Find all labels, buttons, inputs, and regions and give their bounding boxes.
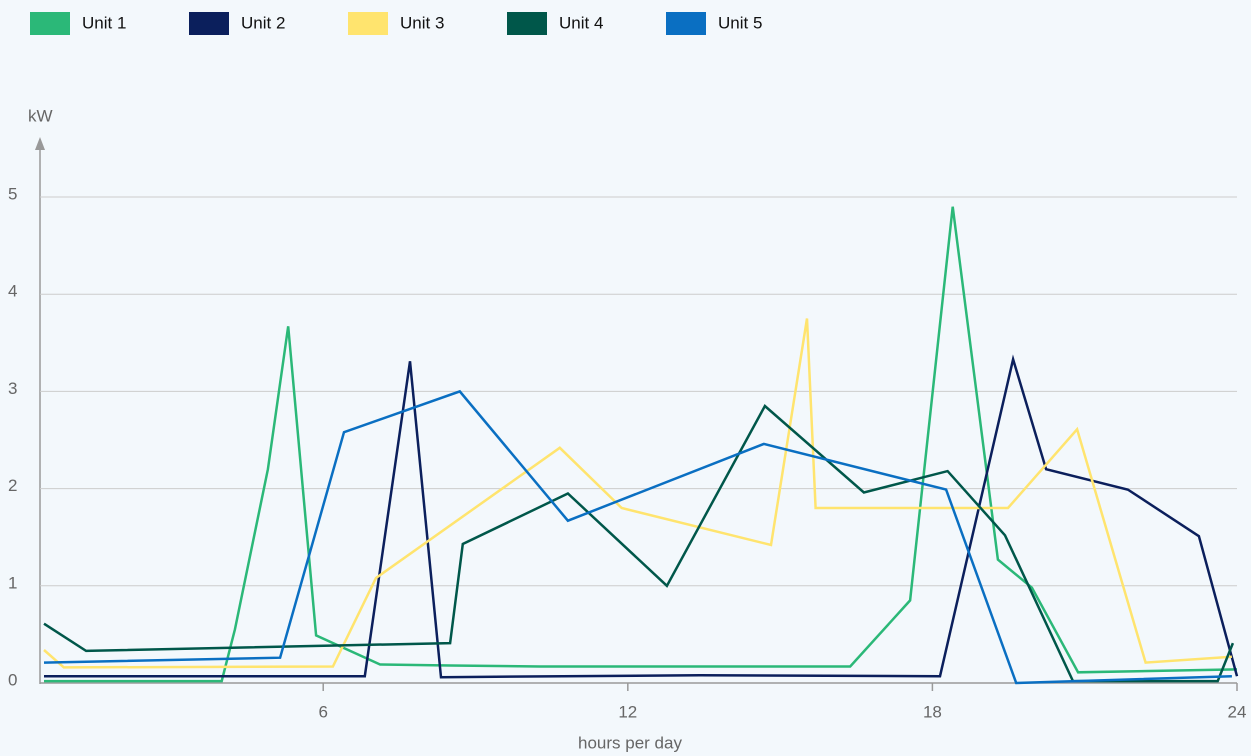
legend-swatch: [507, 12, 547, 35]
y-tick-label: 1: [8, 573, 17, 592]
legend-label: Unit 2: [241, 13, 285, 32]
y-tick-label: 3: [8, 379, 17, 398]
legend: Unit 1 Unit 2 Unit 3 Unit 4 Unit 5: [30, 12, 762, 35]
x-tick-label: 12: [618, 702, 637, 721]
legend-swatch: [189, 12, 229, 35]
y-tick-label: 0: [8, 670, 17, 689]
x-tick-label: 24: [1228, 702, 1247, 721]
x-axis-label: hours per day: [578, 733, 682, 752]
y-axis-label: kW: [28, 106, 53, 125]
legend-label: Unit 1: [82, 13, 126, 32]
legend-label: Unit 5: [718, 13, 762, 32]
y-tick-label: 2: [8, 476, 17, 495]
series-line: [44, 206, 1238, 683]
legend-swatch: [666, 12, 706, 35]
y-tick-label: 5: [8, 184, 17, 203]
legend-label: Unit 4: [559, 13, 603, 32]
series-line: [43, 318, 1232, 669]
series-line: [43, 389, 1232, 685]
legend-swatch: [348, 12, 388, 35]
y-tick-label: 4: [8, 282, 17, 301]
x-tick-label: 18: [923, 702, 942, 721]
x-tick-label: 6: [318, 702, 327, 721]
series-line: [44, 354, 1239, 679]
legend-label: Unit 3: [400, 13, 444, 32]
legend-swatch: [30, 12, 70, 35]
y-axis-arrow: [35, 137, 45, 150]
